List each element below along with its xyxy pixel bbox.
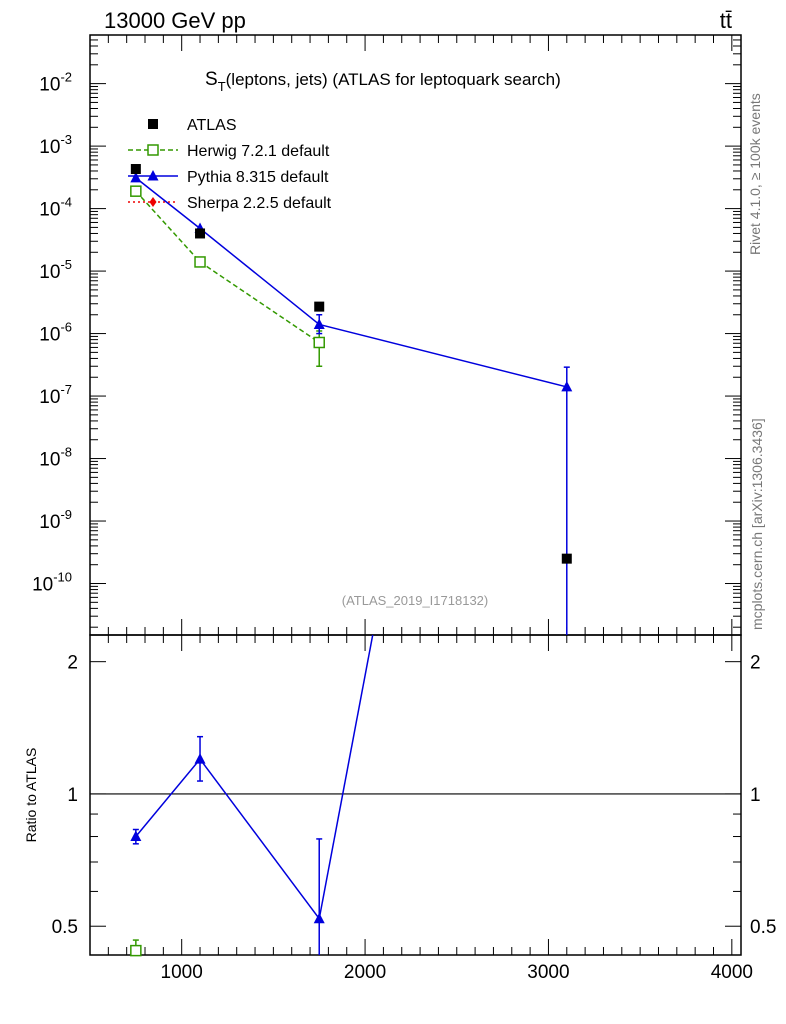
main-y-tick-label-exp: -6 xyxy=(60,320,72,335)
series-line-segment xyxy=(319,323,567,388)
main-y-tick-label-base: 10 xyxy=(39,450,60,471)
main-y-tick-label: 10-5 xyxy=(39,257,72,283)
data-point xyxy=(314,301,325,312)
ratio-plot-frame xyxy=(89,634,742,956)
ratio-y-tick-labels: 0.5 0.5 1 1 2 2 xyxy=(52,653,777,939)
main-y-tick-label-base: 10 xyxy=(39,137,60,158)
series-herwig-7-2-1-default xyxy=(130,185,325,367)
main-y-ticks xyxy=(90,34,741,628)
main-y-tick-labels: 10-210-310-410-510-610-710-810-910-10 xyxy=(32,70,72,596)
main-y-tick-label: 10-10 xyxy=(32,570,72,596)
data-point xyxy=(130,164,141,175)
series-line-segment xyxy=(199,227,320,326)
legend-entry-sherpa-2-2-5-default: Sherpa 2.2.5 default xyxy=(128,195,332,212)
series-pythia-8-315-default xyxy=(130,634,374,955)
chart-title: ST(leptons, jets) (ATLAS for leptoquark … xyxy=(205,69,561,94)
ratio-y-tick-label-right: 1 xyxy=(750,785,761,806)
ratio-y-axis-label: Ratio to ATLAS xyxy=(23,748,39,843)
legend-entry-herwig-7-2-1-default: Herwig 7.2.1 default xyxy=(128,143,330,160)
main-y-tick-label-exp: -9 xyxy=(60,507,72,522)
x-tick-label: 3000 xyxy=(527,962,569,983)
legend-entry-atlas: ATLAS xyxy=(148,117,237,134)
main-y-tick-label-base: 10 xyxy=(39,200,60,221)
ratio-series xyxy=(90,634,741,957)
x-tick-labels: 1000 2000 3000 4000 xyxy=(161,962,753,983)
chart-title-main: S xyxy=(205,69,218,90)
main-y-tick-label: 10-3 xyxy=(39,132,72,158)
series-line-segment xyxy=(199,758,320,920)
x-tick-label: 1000 xyxy=(161,962,203,983)
main-y-tick-label-base: 10 xyxy=(39,387,60,408)
main-series xyxy=(130,164,573,635)
header-right-title: tt̄ xyxy=(720,8,732,33)
main-y-tick-label: 10-2 xyxy=(39,70,72,96)
legend-label: Sherpa 2.2.5 default xyxy=(187,195,332,212)
x-tick-label: 2000 xyxy=(344,962,386,983)
main-y-tick-label-base: 10 xyxy=(39,75,60,96)
data-point xyxy=(130,185,142,197)
chart-title-sub: T xyxy=(218,79,226,94)
legend-marker xyxy=(147,144,159,156)
main-y-tick-label: 10-8 xyxy=(39,445,72,471)
watermark: (ATLAS_2019_I1718132) xyxy=(342,593,488,608)
main-y-tick-label-exp: -7 xyxy=(60,382,72,397)
ratio-y-tick-label: 2 xyxy=(67,653,78,674)
data-point xyxy=(130,171,142,183)
main-y-tick-label-base: 10 xyxy=(39,512,60,533)
series-herwig-7-2-1-default xyxy=(130,939,142,957)
main-y-tick-label: 10-4 xyxy=(39,195,72,221)
ratio-y-tick-label: 0.5 xyxy=(52,917,78,938)
header-left-title: 13000 GeV pp xyxy=(104,8,246,33)
ratio-y-tick-label-right: 0.5 xyxy=(750,917,776,938)
main-y-tick-label-base: 10 xyxy=(39,262,60,283)
data-point xyxy=(130,944,142,957)
ratio-y-tick-label-right: 2 xyxy=(750,653,761,674)
legend-marker xyxy=(149,197,157,207)
data-point xyxy=(561,380,573,392)
main-y-tick-label-base: 10 xyxy=(32,575,53,596)
main-y-tick-label-exp: -10 xyxy=(53,570,72,585)
legend-entry-pythia-8-315-default: Pythia 8.315 default xyxy=(128,169,329,186)
legend: ATLAS Herwig 7.2.1 default Pythia 8.315 de… xyxy=(128,117,332,212)
data-point xyxy=(313,318,325,329)
side-label-rivet: Rivet 4.1.0, ≥ 100k events xyxy=(747,93,763,255)
x-tick-label: 4000 xyxy=(711,962,753,983)
data-point xyxy=(195,228,206,239)
series-line-segment xyxy=(199,261,320,344)
main-y-tick-label-exp: -2 xyxy=(60,70,72,85)
data-point xyxy=(194,753,206,764)
legend-label: ATLAS xyxy=(187,117,237,134)
main-y-tick-label: 10-6 xyxy=(39,320,72,346)
chart-title-rest: (leptons, jets) (ATLAS for leptoquark se… xyxy=(226,70,561,89)
main-y-tick-label: 10-7 xyxy=(39,382,72,408)
data-point xyxy=(130,830,142,842)
svg-text:ST(leptons, jets) (ATLAS for l: ST(leptons, jets) (ATLAS for leptoquark … xyxy=(205,69,561,94)
series-line-segment xyxy=(318,634,374,919)
main-y-tick-label-exp: -5 xyxy=(60,257,72,272)
series-line-segment xyxy=(135,758,201,838)
legend-marker xyxy=(147,170,159,181)
side-label-mcplots: mcplots.cern.ch [arXiv:1306.3436] xyxy=(749,418,765,630)
series-atlas xyxy=(130,164,572,564)
legend-marker xyxy=(148,119,158,129)
main-y-tick-label: 10-9 xyxy=(39,507,72,533)
data-point xyxy=(313,912,325,924)
data-point xyxy=(194,256,206,268)
main-y-tick-label-exp: -3 xyxy=(60,132,72,147)
series-line-segment xyxy=(135,177,201,230)
ratio-y-tick-label: 1 xyxy=(67,785,78,806)
data-point xyxy=(561,553,572,564)
legend-label: Pythia 8.315 default xyxy=(187,169,329,186)
legend-label: Herwig 7.2.1 default xyxy=(187,143,330,160)
main-y-tick-label-exp: -4 xyxy=(60,195,72,210)
series-pythia-8-315-default xyxy=(130,171,573,635)
main-y-tick-label-exp: -8 xyxy=(60,445,72,460)
main-y-tick-label-base: 10 xyxy=(39,325,60,346)
data-point xyxy=(313,336,325,349)
x-ticks xyxy=(107,35,733,955)
